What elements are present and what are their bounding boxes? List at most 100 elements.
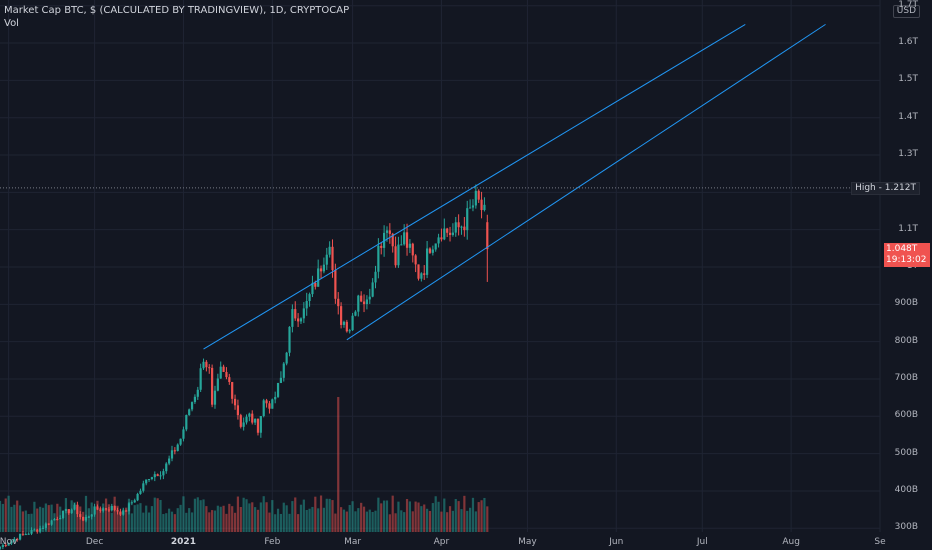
- volume-bar: [33, 501, 36, 532]
- candle-body: [457, 222, 460, 228]
- volume-bar: [319, 495, 323, 532]
- candle-body: [136, 493, 139, 501]
- y-tick-label: 300B: [894, 522, 918, 533]
- candle-body: [408, 243, 412, 248]
- currency-selector[interactable]: USD: [892, 5, 920, 18]
- candle-body: [463, 226, 466, 231]
- volume-bar: [276, 508, 280, 532]
- y-tick-label: 500B: [894, 447, 918, 458]
- candle-body: [460, 226, 463, 228]
- trend-channel[interactable]: [203, 23, 826, 350]
- volume-bar: [145, 505, 148, 532]
- volume-bar: [179, 504, 182, 532]
- candle-body: [233, 398, 237, 406]
- volume-bar: [170, 511, 174, 532]
- volume-bar: [391, 495, 394, 532]
- volume-bar: [190, 512, 194, 532]
- candle-body: [193, 396, 197, 403]
- volume-bar: [334, 513, 337, 532]
- candle-body: [486, 222, 489, 250]
- volume-bar: [16, 500, 19, 532]
- volume-bar: [322, 507, 326, 532]
- candle-body: [165, 463, 168, 472]
- candle-body: [294, 309, 297, 319]
- volume-bar: [185, 512, 188, 532]
- volume-bar: [193, 498, 197, 532]
- candle-body: [305, 301, 308, 309]
- candle-body: [4, 545, 7, 547]
- candle-body: [61, 510, 65, 519]
- candle-body: [288, 326, 291, 353]
- volume-bar: [182, 496, 185, 532]
- candle-body: [311, 282, 314, 295]
- x-tick-label: May: [518, 537, 537, 547]
- candle-body: [228, 377, 231, 383]
- candle-body: [362, 301, 366, 305]
- volume-bar: [400, 510, 403, 532]
- candle-body: [56, 519, 59, 521]
- candle-body: [468, 207, 472, 209]
- volume-bar: [122, 509, 125, 532]
- volume-bar: [305, 510, 308, 532]
- candle-body: [417, 264, 420, 279]
- candle-body: [236, 405, 240, 416]
- volume-bar: [486, 506, 489, 532]
- volume-bar: [345, 511, 348, 532]
- volume-indicator-label[interactable]: Vol: [4, 18, 19, 29]
- candle-body: [47, 523, 50, 525]
- volume-bar: [156, 498, 159, 532]
- volume-bar: [302, 499, 305, 532]
- candle-body: [125, 510, 128, 512]
- volume-bar: [448, 506, 452, 532]
- candle-body: [388, 230, 391, 234]
- x-tick-label: Jul: [696, 537, 708, 547]
- candle-body: [371, 282, 374, 297]
- volume-bar: [107, 504, 111, 532]
- y-tick-label: 700B: [894, 372, 918, 383]
- volume-bar: [61, 513, 65, 532]
- volume-bar: [13, 504, 16, 532]
- candle-body: [188, 409, 191, 416]
- volume-bar: [417, 502, 420, 532]
- grid: [0, 0, 881, 532]
- candle-body: [1, 545, 4, 547]
- volume-bar: [259, 502, 262, 532]
- volume-bar: [18, 505, 22, 532]
- candle-body: [107, 509, 111, 511]
- candle-body: [185, 415, 188, 430]
- volume-bar: [213, 510, 217, 532]
- volume-bar: [125, 507, 128, 532]
- candle-body: [213, 390, 217, 405]
- volume-bar: [342, 509, 346, 532]
- candle-body: [59, 518, 62, 520]
- volume-bar: [434, 496, 437, 532]
- candle-body: [276, 382, 280, 397]
- candle-body: [216, 378, 219, 391]
- symbol-title[interactable]: Market Cap BTC, $ (CALCULATED BY TRADING…: [4, 5, 350, 16]
- candle-body: [36, 529, 39, 532]
- candle-body: [440, 237, 443, 240]
- candle-body: [354, 311, 357, 316]
- y-tick-label: 900B: [894, 298, 918, 309]
- volume-bar: [99, 507, 102, 532]
- volume-bar: [354, 511, 357, 532]
- volume-bar: [474, 511, 477, 532]
- candle-body: [196, 389, 199, 397]
- candle-body: [50, 520, 53, 525]
- candle-body: [282, 363, 285, 378]
- candle-body: [87, 516, 90, 518]
- candle-body: [302, 308, 305, 319]
- candle-body: [365, 299, 369, 305]
- candle-body: [348, 330, 351, 332]
- volume-bar: [377, 497, 380, 532]
- candle-body: [331, 246, 334, 271]
- volume-bar: [282, 502, 285, 532]
- volume-bar: [173, 514, 176, 532]
- candle-body: [423, 273, 426, 275]
- candle-body: [150, 477, 154, 480]
- candle-body: [10, 540, 13, 544]
- volume-bar: [0, 500, 2, 532]
- volume-bar: [142, 512, 145, 532]
- volume-bar: [211, 510, 214, 532]
